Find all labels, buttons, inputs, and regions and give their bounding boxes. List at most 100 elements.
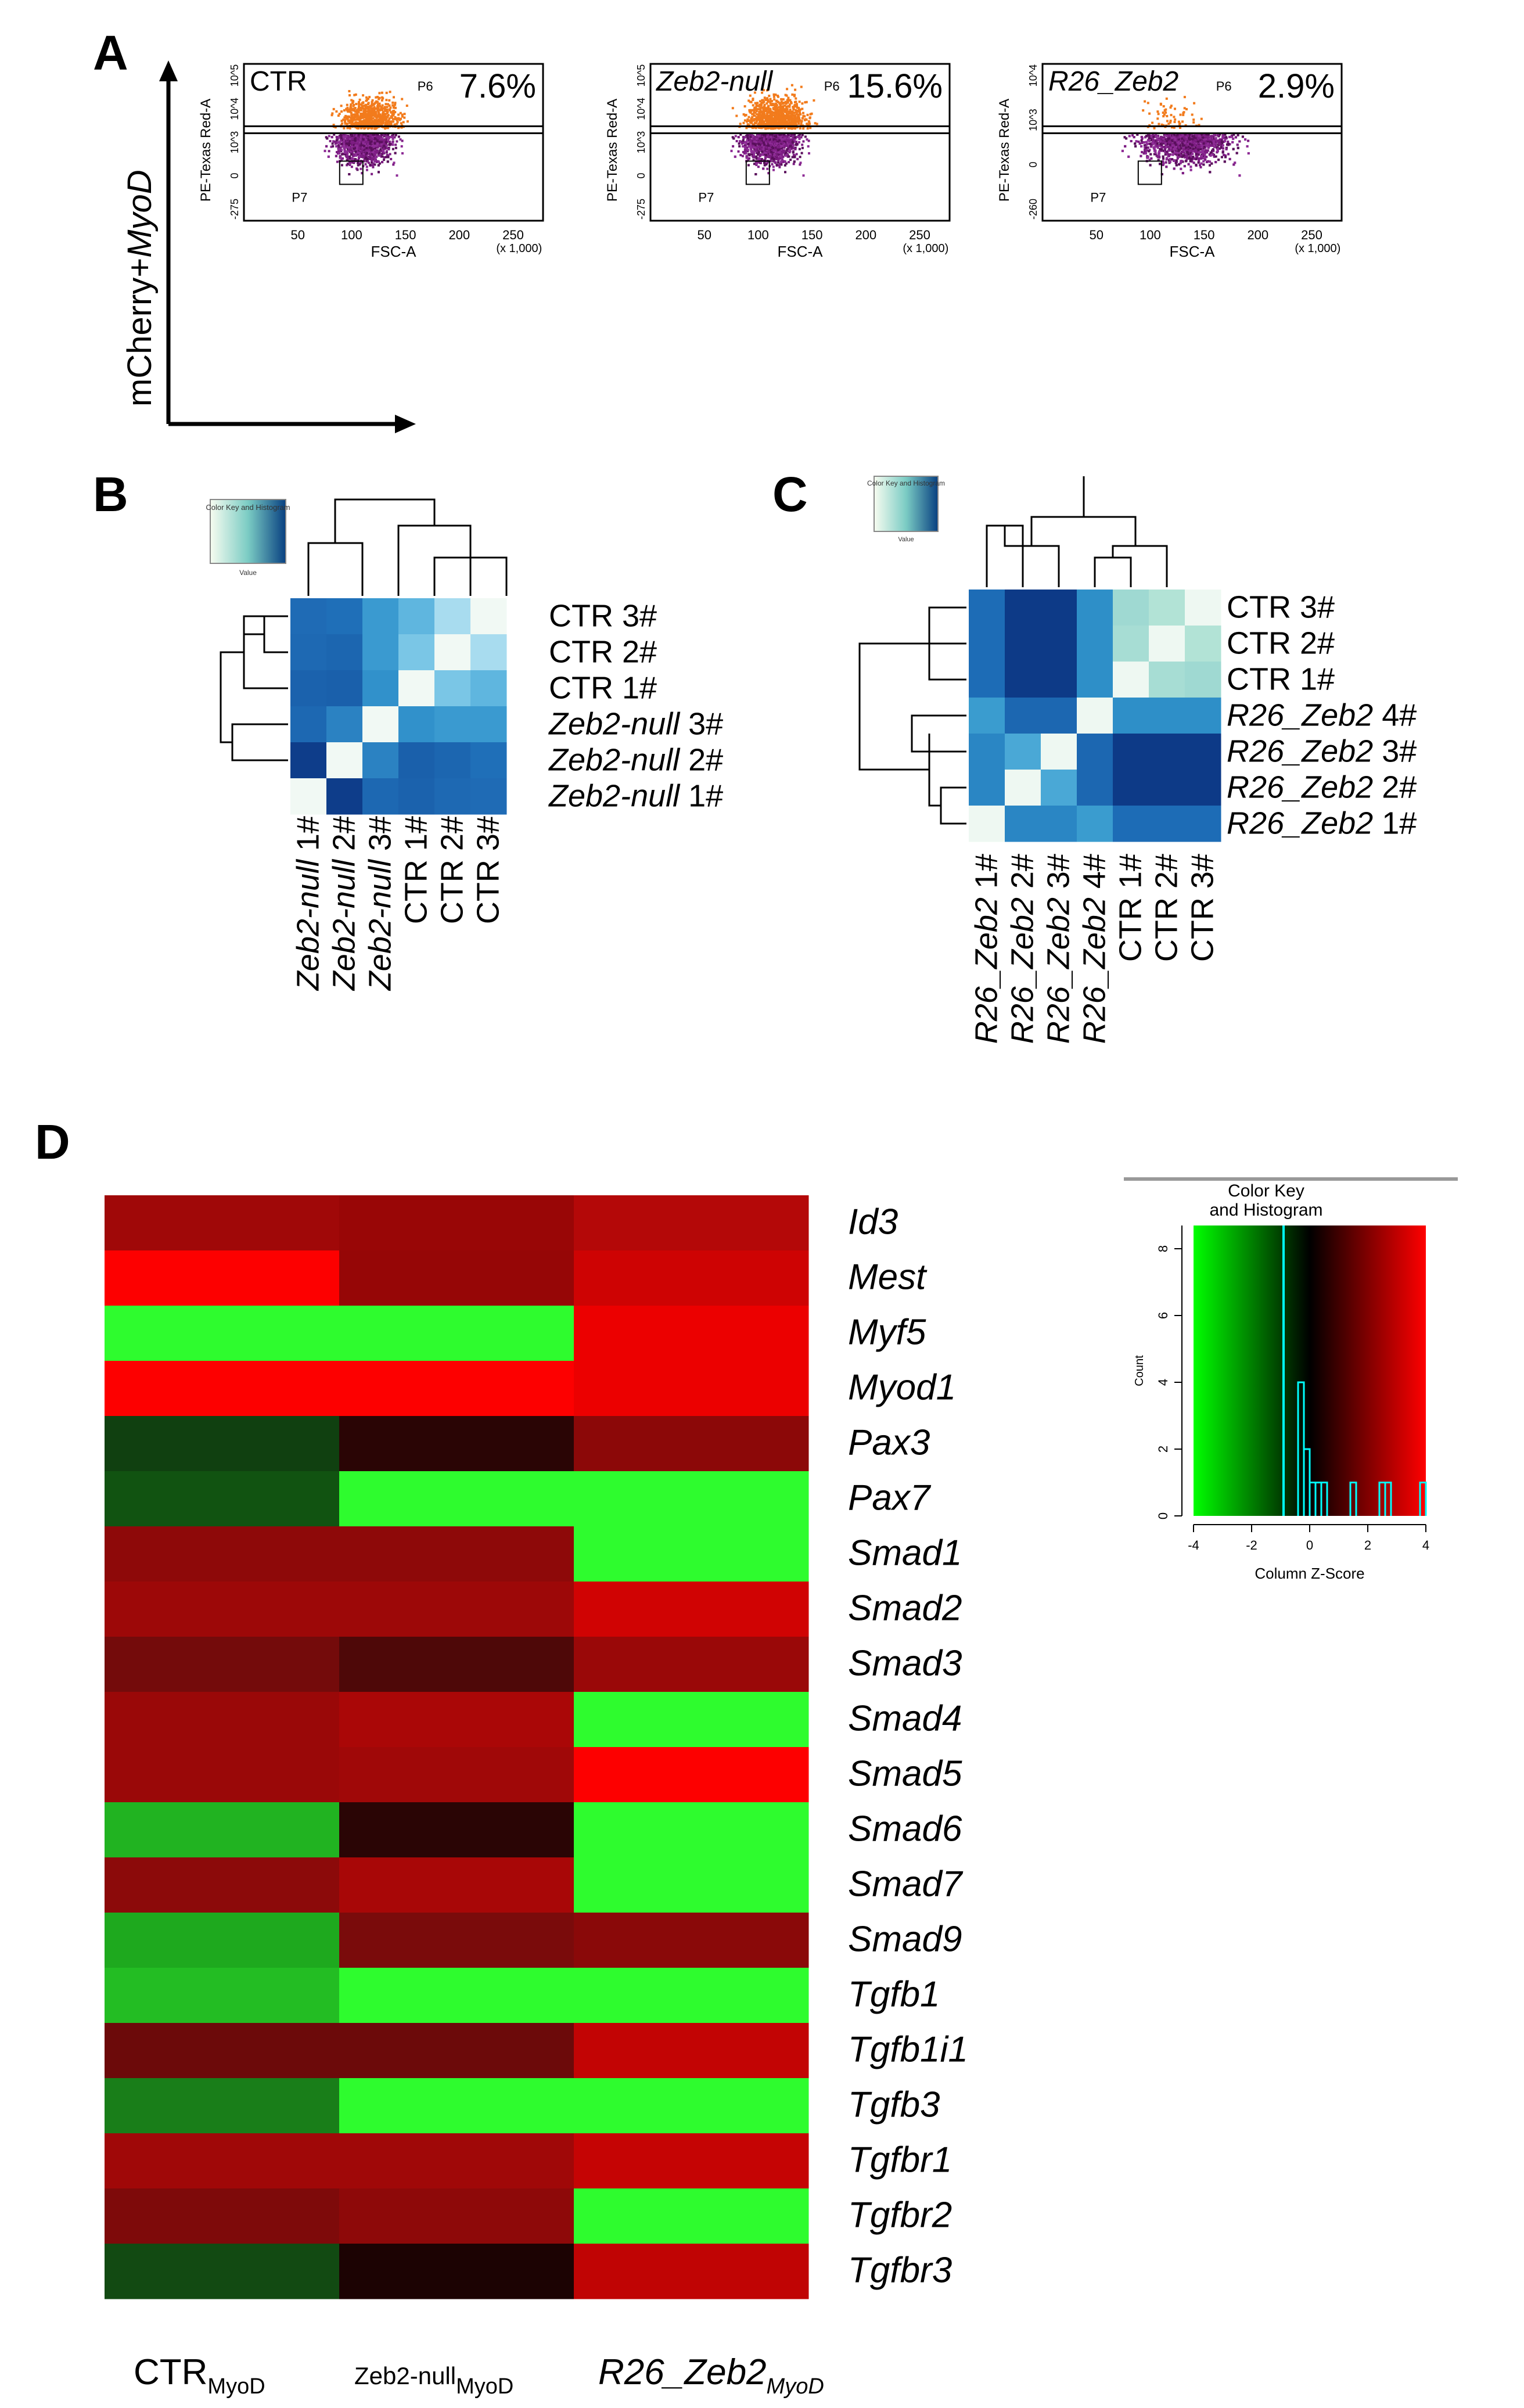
facs-event	[348, 94, 351, 97]
facs-event	[339, 139, 342, 142]
facs-event	[378, 92, 381, 95]
facs-event	[797, 115, 800, 118]
facs-event	[786, 149, 789, 152]
facs-event	[347, 134, 350, 137]
facs-event	[767, 105, 770, 108]
facs-event	[774, 105, 777, 108]
facs-event	[753, 114, 756, 117]
facs-event	[810, 112, 813, 115]
facs-event	[391, 143, 394, 146]
facs-event	[756, 105, 759, 107]
facs-event	[770, 150, 772, 153]
facs-event	[380, 99, 383, 102]
facs-event	[358, 121, 361, 124]
facs-event	[340, 105, 343, 107]
facs-event	[368, 148, 371, 150]
facs-event	[795, 100, 797, 103]
facs-event	[797, 120, 800, 123]
facs-event	[804, 135, 807, 138]
facs-event	[387, 114, 390, 117]
facs-event	[1164, 111, 1167, 114]
facs-event	[399, 138, 402, 141]
facs-event	[807, 145, 810, 148]
facs-event	[761, 149, 764, 152]
facs-event	[777, 113, 779, 116]
facs-event	[772, 155, 775, 157]
facs-event	[354, 144, 357, 147]
facs-event	[787, 105, 790, 107]
facs-event	[766, 127, 769, 130]
facs-event	[337, 141, 340, 144]
facs-event	[763, 89, 765, 92]
facs-event	[377, 114, 380, 117]
facs-event	[355, 135, 358, 137]
facs-event	[385, 134, 388, 136]
facs-event	[783, 102, 786, 105]
facs-event	[339, 156, 342, 159]
facs-event	[761, 101, 764, 104]
facs-event	[1200, 117, 1203, 120]
facs-event	[362, 123, 365, 125]
facs-event	[376, 135, 379, 138]
facs-event	[350, 148, 353, 150]
facs-event	[793, 112, 796, 114]
facs-event	[382, 118, 385, 121]
facs-event	[763, 105, 765, 108]
facs-event	[343, 116, 346, 119]
facs-event	[793, 121, 796, 124]
facs-event	[378, 119, 380, 122]
facs-event	[356, 126, 359, 129]
facs-event	[769, 122, 772, 125]
facs-event	[759, 143, 762, 146]
facs-event	[739, 133, 742, 136]
facs-event	[800, 152, 803, 154]
facs-event	[365, 155, 368, 157]
facs-event	[771, 141, 774, 143]
facs-event	[386, 139, 389, 142]
facs-event	[781, 106, 783, 109]
facs-event	[796, 116, 799, 118]
facs-event	[778, 106, 781, 109]
facs-event	[754, 106, 757, 109]
facs-event	[375, 116, 378, 118]
facs-ytick: 10^3	[229, 131, 240, 153]
facs-event	[741, 154, 744, 157]
facs-event	[350, 166, 353, 168]
facs-event	[397, 117, 400, 120]
facs-event	[368, 123, 371, 125]
facs-event	[774, 120, 777, 123]
facs-event	[370, 149, 373, 152]
facs-event	[366, 139, 369, 142]
facs-event	[765, 113, 768, 116]
facs-event	[354, 153, 357, 156]
facs-event	[391, 113, 394, 116]
facs-event	[350, 145, 353, 148]
facs-event	[775, 124, 778, 127]
facs-event	[783, 146, 786, 149]
facs-event	[785, 162, 788, 165]
facs-event	[772, 95, 775, 98]
facs-event	[341, 145, 344, 148]
facs-event	[332, 140, 335, 143]
facs-event	[334, 142, 337, 145]
facs-event	[350, 107, 353, 110]
facs-event	[787, 110, 790, 113]
facs-event	[793, 114, 796, 117]
facs-event	[338, 152, 341, 155]
facs-event	[760, 102, 763, 105]
facs-event	[779, 145, 782, 148]
facs-event	[750, 153, 753, 156]
facs-event	[743, 141, 746, 144]
facs-event	[761, 153, 764, 156]
facs-event	[366, 113, 369, 116]
facs-event	[778, 166, 781, 168]
facs-event	[765, 163, 768, 166]
facs-event	[785, 151, 788, 154]
facs-event	[788, 103, 791, 106]
facs-event	[768, 156, 771, 159]
facs-event	[761, 142, 764, 145]
facs-event	[767, 144, 770, 147]
facs-ytick: 0	[635, 172, 647, 178]
facs-event	[783, 141, 786, 143]
facs-event	[777, 151, 780, 154]
